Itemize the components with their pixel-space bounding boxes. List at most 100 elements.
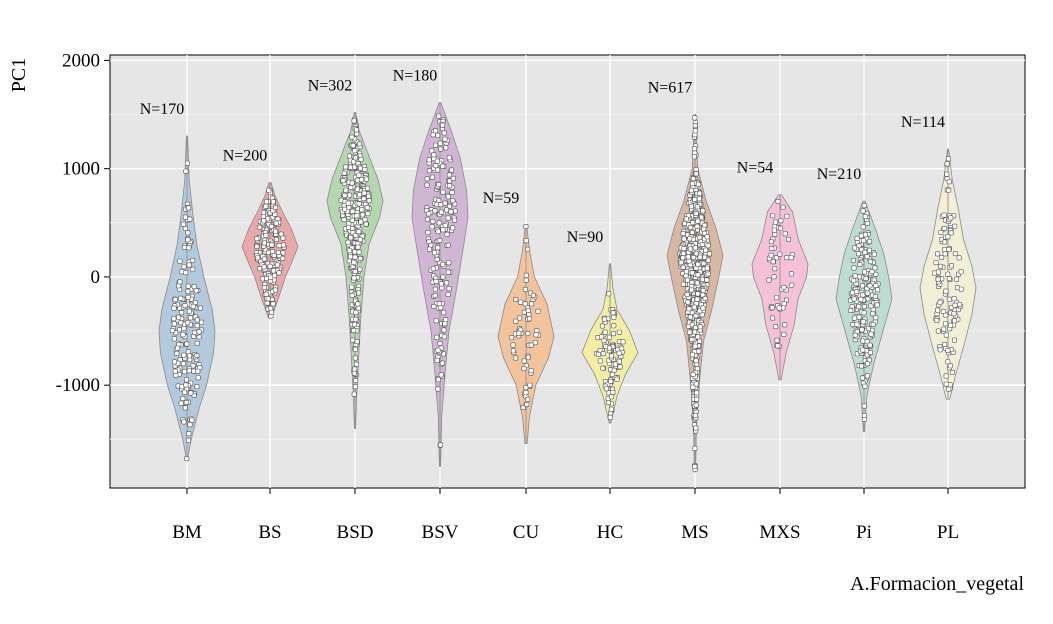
data-point xyxy=(356,249,362,255)
data-point xyxy=(689,287,695,293)
data-point xyxy=(263,203,269,209)
data-point xyxy=(689,229,695,235)
data-point xyxy=(523,277,529,283)
violin-Pi xyxy=(835,200,893,433)
x-tick-label: Pi xyxy=(856,522,872,543)
data-point xyxy=(184,160,190,166)
data-point xyxy=(606,291,612,297)
data-point xyxy=(944,171,950,177)
data-point xyxy=(261,285,267,291)
count-label-CU: N=59 xyxy=(483,190,520,207)
data-point xyxy=(509,335,515,341)
y-axis-title: PC1 xyxy=(8,58,30,92)
data-point xyxy=(517,315,523,321)
data-point xyxy=(768,252,774,258)
data-point xyxy=(350,337,356,343)
data-point xyxy=(678,259,684,265)
data-point xyxy=(607,414,613,420)
data-point xyxy=(859,375,865,381)
violin-MXS xyxy=(751,194,809,381)
data-point xyxy=(190,257,196,263)
data-point xyxy=(768,239,774,245)
data-point xyxy=(354,213,360,219)
data-point xyxy=(692,128,698,134)
data-point xyxy=(774,337,780,343)
data-point xyxy=(680,231,686,237)
data-point xyxy=(528,368,534,374)
data-point xyxy=(947,322,953,328)
data-point xyxy=(690,255,696,261)
data-point xyxy=(280,255,286,261)
data-point xyxy=(951,311,957,317)
data-point xyxy=(852,332,858,338)
data-point xyxy=(941,247,947,253)
data-point xyxy=(520,404,526,410)
data-point xyxy=(703,247,709,253)
data-point xyxy=(617,364,623,370)
data-point xyxy=(695,181,701,187)
data-point xyxy=(435,386,441,392)
data-point xyxy=(188,315,194,321)
data-point xyxy=(860,208,866,214)
data-point xyxy=(868,331,874,337)
data-point xyxy=(948,230,954,236)
data-point xyxy=(433,163,439,169)
data-point xyxy=(688,187,694,193)
data-point xyxy=(694,396,700,402)
data-point xyxy=(510,342,516,348)
data-point xyxy=(438,202,444,208)
data-point xyxy=(850,290,856,296)
y-tick-label: 2000 xyxy=(62,50,100,71)
data-point xyxy=(431,152,437,158)
data-point xyxy=(705,243,711,249)
data-point xyxy=(186,431,192,437)
data-point xyxy=(275,250,281,256)
data-point xyxy=(522,286,528,292)
data-point xyxy=(182,225,188,231)
data-point xyxy=(869,269,875,275)
data-point xyxy=(619,345,625,351)
data-point xyxy=(873,282,879,288)
data-point xyxy=(171,336,177,342)
data-point xyxy=(935,269,941,275)
data-point xyxy=(342,192,348,198)
data-point xyxy=(692,123,698,129)
data-point xyxy=(769,305,775,311)
data-point xyxy=(696,196,702,202)
data-point xyxy=(523,385,529,391)
data-point xyxy=(274,262,280,268)
x-tick-label: PL xyxy=(937,522,959,543)
data-point xyxy=(611,314,617,320)
data-point xyxy=(356,141,362,147)
data-point xyxy=(261,240,267,246)
data-point xyxy=(449,167,455,173)
data-point xyxy=(867,238,873,244)
data-point xyxy=(425,230,431,236)
data-point xyxy=(530,292,536,298)
data-point xyxy=(440,122,446,128)
data-point xyxy=(441,310,447,316)
data-point xyxy=(685,254,691,260)
data-point xyxy=(958,286,964,292)
data-point xyxy=(781,284,787,290)
data-point xyxy=(435,347,441,353)
data-point xyxy=(606,334,612,340)
count-label-MS: N=617 xyxy=(648,80,693,97)
data-point xyxy=(441,130,447,136)
data-point xyxy=(600,365,606,371)
data-point xyxy=(280,242,286,248)
data-point xyxy=(861,303,867,309)
violin-MS xyxy=(666,114,724,473)
data-point xyxy=(169,327,175,333)
data-point xyxy=(191,284,197,290)
data-point xyxy=(611,323,617,329)
data-point xyxy=(683,216,689,222)
data-point xyxy=(944,161,950,167)
data-point xyxy=(179,310,185,316)
data-point xyxy=(263,232,269,238)
data-point xyxy=(686,258,692,264)
data-point xyxy=(357,165,363,171)
x-tick-label: MS xyxy=(681,522,708,543)
data-point xyxy=(172,359,178,365)
data-point xyxy=(860,292,866,298)
